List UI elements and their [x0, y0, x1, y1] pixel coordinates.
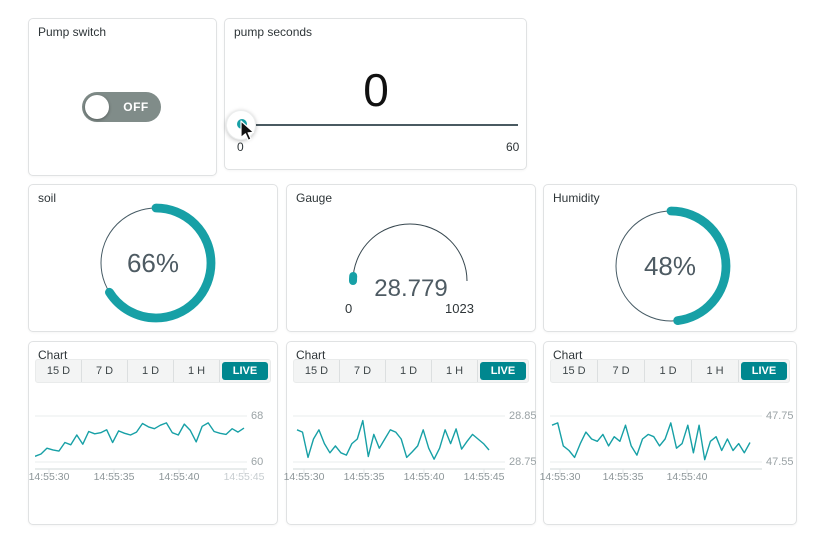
widget-title: soil: [38, 191, 57, 205]
gauge-max-label: 1023: [445, 301, 474, 316]
y-axis-min-label: 47.55: [766, 456, 794, 468]
range-button[interactable]: 15 D: [294, 360, 340, 382]
pump-seconds-value: 0: [363, 64, 389, 116]
humidity-value: 48%: [643, 251, 697, 281]
x-axis-label: 14:55:30: [28, 471, 70, 483]
range-button[interactable]: 15 D: [36, 360, 82, 382]
chart-line-series: [551, 422, 751, 461]
x-axis-label: 14:55:45: [223, 471, 265, 483]
widget-title: pump seconds: [234, 25, 313, 39]
slider-min-label: 0: [237, 140, 244, 154]
range-button[interactable]: 1 H: [432, 360, 478, 382]
gauge-min-label: 0: [345, 301, 353, 316]
x-axis-label: 14:55:45: [463, 471, 505, 483]
widget-title: Humidity: [553, 191, 600, 205]
widget-title: Chart: [38, 348, 68, 362]
y-axis-max-label: 47.75: [766, 410, 794, 422]
range-button[interactable]: 7 D: [82, 360, 128, 382]
y-axis-min-label: 60: [251, 456, 264, 468]
mouse-cursor: [240, 120, 255, 141]
slider-max-label: 60: [506, 140, 520, 154]
x-axis-label: 14:55:40: [158, 471, 200, 483]
toggle-knob[interactable]: [85, 95, 109, 119]
range-button[interactable]: 7 D: [340, 360, 386, 382]
y-axis-max-label: 28.85: [509, 410, 537, 422]
widget-soil: soil 66%: [28, 184, 278, 332]
range-button[interactable]: 1 D: [128, 360, 174, 382]
x-axis-label: 14:55:35: [602, 471, 644, 483]
x-axis-label: 14:55:30: [283, 471, 325, 483]
widget-title: Gauge: [296, 191, 333, 205]
line-chart-svg: [550, 415, 762, 474]
range-button[interactable]: 1 H: [174, 360, 220, 382]
widget-pump-seconds: pump seconds 0 0 60: [224, 18, 527, 170]
slider-track[interactable]: [241, 124, 518, 126]
pump-switch-toggle[interactable]: OFF: [82, 92, 161, 122]
gauge-value: 28.779: [374, 275, 448, 302]
range-button[interactable]: 1 D: [645, 360, 692, 382]
chart-line-series: [35, 422, 245, 457]
widget-title: Pump switch: [38, 25, 107, 39]
x-axis-label: 14:55:35: [343, 471, 385, 483]
widget-pump-switch: Pump switch OFF: [28, 18, 217, 176]
soil-value: 66%: [126, 248, 180, 278]
range-button-live[interactable]: LIVE: [741, 362, 787, 380]
widget-title: Chart: [553, 348, 583, 362]
humidity-donut-gauge: [611, 206, 731, 326]
range-button[interactable]: 1 H: [692, 360, 739, 382]
chart-line-series: [296, 419, 490, 460]
y-axis-max-label: 68: [251, 410, 264, 422]
x-axis-label: 14:55:40: [666, 471, 708, 483]
widget-gauge: Gauge 28.779 0 1023: [286, 184, 536, 332]
range-button[interactable]: 15 D: [551, 360, 598, 382]
range-button-live[interactable]: LIVE: [222, 362, 268, 380]
range-button[interactable]: 1 D: [386, 360, 432, 382]
soil-donut-gauge: [96, 203, 216, 323]
widget-title: Chart: [296, 348, 326, 362]
range-button-live[interactable]: LIVE: [480, 362, 526, 380]
toggle-state-label: OFF: [123, 100, 149, 114]
semicircle-gauge: [348, 223, 468, 285]
widget-humidity: Humidity 48%: [543, 184, 797, 332]
line-chart-svg: [293, 415, 505, 474]
y-axis-min-label: 28.75: [509, 456, 537, 468]
range-button[interactable]: 7 D: [598, 360, 645, 382]
x-axis-label: 14:55:30: [539, 471, 581, 483]
x-axis-label: 14:55:35: [93, 471, 135, 483]
x-axis-label: 14:55:40: [403, 471, 445, 483]
line-chart-svg: [35, 415, 247, 474]
